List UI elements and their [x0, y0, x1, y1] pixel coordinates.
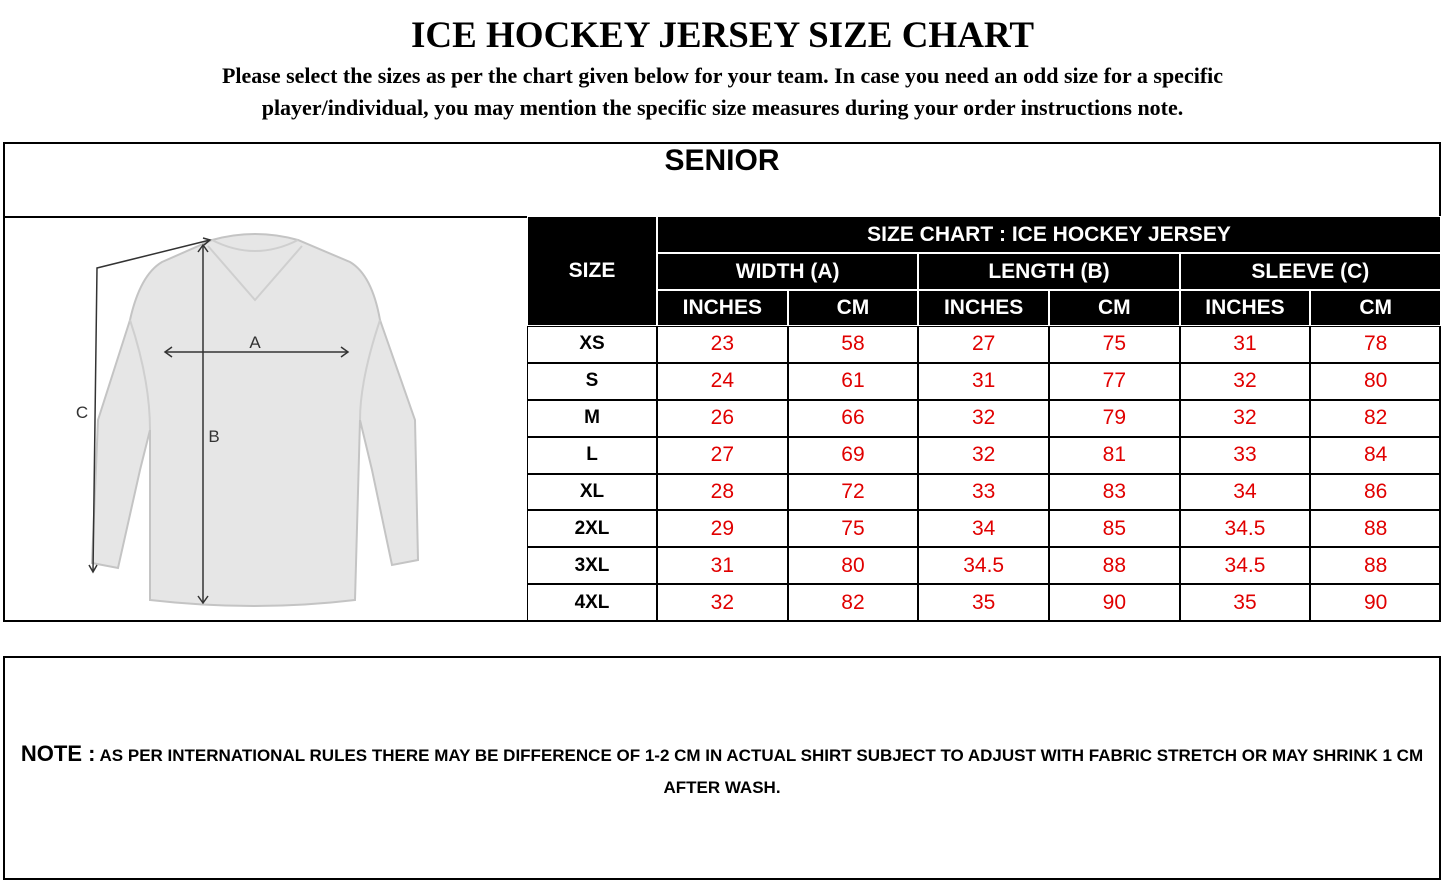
measurement: 80	[787, 547, 919, 585]
measurement: 75	[1049, 326, 1180, 363]
diagram-label: B	[208, 427, 219, 446]
measurement: 24	[657, 362, 788, 400]
measurement: 32	[1179, 362, 1311, 400]
diagram-label: A	[249, 333, 261, 352]
jersey-diagram: A B C	[76, 233, 420, 607]
measurement: 66	[787, 399, 919, 437]
measurement: 86	[1310, 473, 1441, 511]
measurement: 90	[1310, 584, 1441, 621]
size-header: SIZE	[527, 216, 657, 326]
measurement: 31	[918, 362, 1049, 400]
group-header: LENGTH (B)	[918, 253, 1180, 290]
size-table: SIZE SIZE CHART : ICE HOCKEY JERSEY WIDTH …	[527, 216, 1441, 621]
diagram-label: C	[76, 403, 88, 422]
measurement: 33	[918, 473, 1049, 511]
unit-header: CM	[1310, 290, 1441, 326]
measurement: 34	[918, 510, 1049, 548]
measurement: 69	[787, 436, 919, 474]
measurement: 34.5	[918, 547, 1049, 585]
measurement: 81	[1049, 436, 1180, 474]
measurement: 33	[1179, 436, 1311, 474]
measurement: 35	[918, 584, 1049, 621]
table-title: SIZE CHART : ICE HOCKEY JERSEY	[657, 216, 1441, 253]
title: ICE HOCKEY JERSEY SIZE CHART	[410, 15, 1035, 56]
subtitle-line: player/individual, you may mention the s…	[261, 95, 1184, 120]
note: NOTE : AS PER INTERNATIONAL RULES THERE …	[15, 738, 1429, 804]
measurement: 23	[657, 326, 788, 363]
unit-header: CM	[787, 290, 919, 326]
measurement: 35	[1179, 584, 1311, 621]
measurement: 83	[1049, 473, 1180, 511]
measurement: 72	[787, 473, 919, 511]
measure-lines	[88, 237, 350, 605]
measurement: 75	[787, 510, 919, 548]
unit-header: CM	[1049, 290, 1180, 326]
measurement: 84	[1310, 436, 1441, 474]
size-label: XL	[527, 473, 657, 511]
unit-header: INCHES	[1179, 290, 1311, 326]
measurement: 26	[657, 399, 788, 437]
measurement: 32	[918, 399, 1049, 437]
measurement: 61	[787, 362, 919, 400]
note-box: NOTE : AS PER INTERNATIONAL RULES THERE …	[3, 656, 1441, 880]
measurement: 34.5	[1179, 547, 1311, 585]
unit-header: INCHES	[657, 290, 788, 326]
note-text: AS PER INTERNATIONAL RULES THERE MAY BE …	[99, 746, 1424, 797]
group-header: WIDTH (A)	[657, 253, 919, 290]
size-label: L	[527, 436, 657, 474]
size-label: 4XL	[527, 584, 657, 621]
measurement: 90	[1049, 584, 1180, 621]
group-header: SLEEVE (C)	[1179, 253, 1441, 290]
measurement: 88	[1310, 547, 1441, 585]
jersey-shape	[90, 233, 420, 607]
size-label: M	[527, 399, 657, 437]
measurement: 79	[1049, 399, 1180, 437]
size-label: 2XL	[527, 510, 657, 548]
section-heading: SENIOR	[5, 144, 1439, 218]
measurement: 88	[1310, 510, 1441, 548]
measurement: 32	[657, 584, 788, 621]
measurement: 27	[657, 436, 788, 474]
measurement: 80	[1310, 362, 1441, 400]
measurement: 32	[1179, 399, 1311, 437]
measurement: 78	[1310, 326, 1441, 363]
measurement: 27	[918, 326, 1049, 363]
measurement: 31	[1179, 326, 1311, 363]
measurement: 58	[787, 326, 919, 363]
measurement: 29	[657, 510, 788, 548]
measurement: 31	[657, 547, 788, 585]
size-label: 3XL	[527, 547, 657, 585]
note-label: NOTE :	[20, 741, 96, 766]
size-label: XS	[527, 326, 657, 363]
unit-header: INCHES	[918, 290, 1049, 326]
measurement: 85	[1049, 510, 1180, 548]
size-label: S	[527, 362, 657, 400]
measurement: 34.5	[1179, 510, 1311, 548]
measurement: 32	[918, 436, 1049, 474]
measurement: 34	[1179, 473, 1311, 511]
measurement: 28	[657, 473, 788, 511]
measurement: 82	[1310, 399, 1441, 437]
measurement: 82	[787, 584, 919, 621]
measurement: 77	[1049, 362, 1180, 400]
subtitle-line: Please select the sizes as per the chart…	[221, 63, 1224, 88]
measurement: 88	[1049, 547, 1180, 585]
jersey-seams	[129, 239, 381, 431]
